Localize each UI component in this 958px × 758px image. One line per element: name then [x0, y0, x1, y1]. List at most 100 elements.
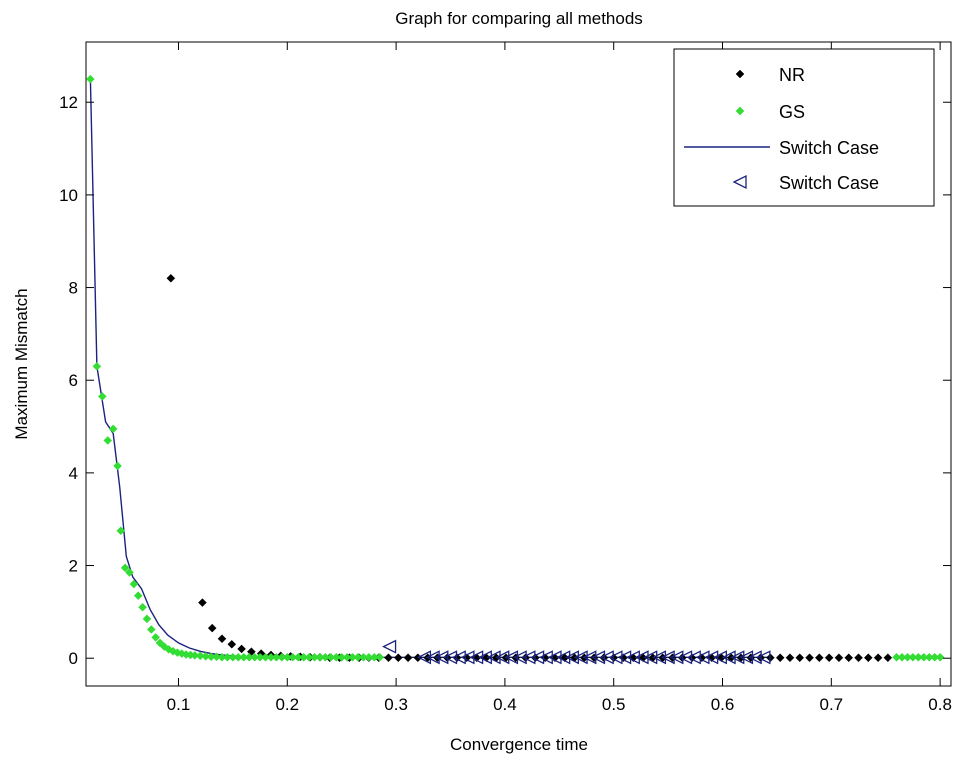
data-point: [669, 650, 684, 665]
legend-swatch-marker: [732, 174, 747, 190]
legend-entry: GS: [735, 102, 805, 122]
legend-entry: Switch Case: [684, 138, 879, 158]
data-point: [678, 650, 693, 665]
data-point: [834, 653, 844, 663]
series-switch-case-markers: [382, 639, 771, 665]
data-point: [530, 650, 545, 665]
data-point: [469, 650, 484, 665]
data-point: [863, 653, 873, 663]
data-point: [747, 650, 762, 665]
data-point: [730, 650, 745, 665]
data-point: [120, 563, 130, 573]
legend-swatch-marker: [735, 106, 745, 116]
data-point: [738, 650, 754, 665]
data-point: [721, 650, 736, 665]
y-tick-label: 6: [69, 371, 78, 390]
data-point: [634, 650, 649, 665]
y-tick-label: 2: [69, 557, 78, 576]
data-point: [103, 436, 113, 445]
x-tick-label: 0.5: [602, 695, 626, 714]
legend-label: GS: [779, 102, 805, 122]
data-point: [198, 598, 207, 607]
data-point: [805, 653, 814, 663]
data-point: [599, 650, 614, 665]
x-tick-label: 0.4: [493, 695, 517, 714]
y-tick-label: 12: [59, 93, 78, 112]
data-point: [573, 650, 588, 665]
data-point: [486, 650, 501, 665]
data-point: [86, 74, 95, 84]
data-point: [617, 650, 632, 665]
x-tick-label: 0.7: [819, 695, 843, 714]
data-point: [416, 650, 432, 665]
data-point: [92, 361, 102, 371]
chart-title: Graph for comparing all methods: [395, 9, 643, 28]
data-point: [935, 652, 945, 662]
data-point: [844, 653, 854, 663]
data-point: [146, 625, 156, 634]
data-point: [375, 652, 385, 662]
data-point: [195, 651, 205, 661]
data-point: [227, 639, 237, 649]
legend-entry: Switch Case: [732, 173, 879, 193]
data-point: [695, 650, 710, 665]
data-point: [443, 650, 458, 665]
tick-layer: 0.1 0.2 0.3 0.4 0.5 0.6 0.7 0.8 0 2 4 6 8 10 12: [59, 42, 952, 714]
data-point: [434, 650, 449, 665]
data-point: [814, 653, 824, 663]
data-point: [190, 651, 200, 660]
y-tick-label: 8: [69, 279, 78, 298]
data-point: [756, 650, 771, 665]
data-point: [382, 639, 397, 654]
data-point: [795, 653, 805, 663]
data-point: [217, 634, 227, 644]
data-point: [451, 650, 466, 665]
data-point: [824, 653, 834, 663]
legend-label: Switch Case: [779, 138, 879, 158]
y-tick-label: 4: [69, 464, 78, 483]
legend-label: Switch Case: [779, 173, 879, 193]
data-point: [164, 645, 174, 654]
data-point: [608, 650, 623, 665]
series-layer: [86, 74, 945, 665]
x-axis-label: Convergence time: [450, 735, 588, 754]
y-tick-label: 10: [59, 186, 78, 205]
data-point: [660, 650, 675, 665]
legend-label: NR: [779, 65, 805, 85]
data-point: [108, 424, 118, 434]
x-tick-label: 0.1: [167, 695, 191, 714]
data-point: [704, 650, 719, 665]
data-point: [133, 591, 143, 601]
data-point: [212, 652, 221, 662]
data-point: [686, 650, 701, 665]
legend-entry: NR: [735, 65, 805, 85]
data-point: [151, 632, 160, 642]
data-point: [503, 650, 519, 665]
data-point: [512, 650, 527, 665]
data-point: [625, 650, 640, 665]
data-point: [495, 650, 510, 665]
data-point: [538, 650, 553, 665]
data-point: [207, 623, 217, 633]
data-point: [712, 650, 727, 665]
data-point: [201, 651, 211, 661]
data-point: [564, 650, 580, 665]
data-point: [159, 642, 169, 651]
data-point: [116, 526, 126, 536]
data-point: [521, 650, 536, 665]
legend-swatch-marker: [735, 69, 745, 79]
y-tick-label: 0: [69, 649, 78, 668]
data-point: [403, 653, 413, 663]
data-point: [166, 273, 176, 283]
x-tick-label: 0.2: [275, 695, 299, 714]
data-point: [138, 602, 147, 612]
data-point: [425, 650, 440, 665]
data-point: [237, 644, 246, 654]
data-point: [582, 650, 597, 665]
data-point: [168, 646, 178, 656]
data-point: [547, 650, 562, 665]
data-point: [775, 653, 785, 663]
data-point: [556, 650, 571, 665]
y-axis-label: Maximum Mismatch: [12, 288, 31, 439]
data-point: [477, 650, 492, 665]
